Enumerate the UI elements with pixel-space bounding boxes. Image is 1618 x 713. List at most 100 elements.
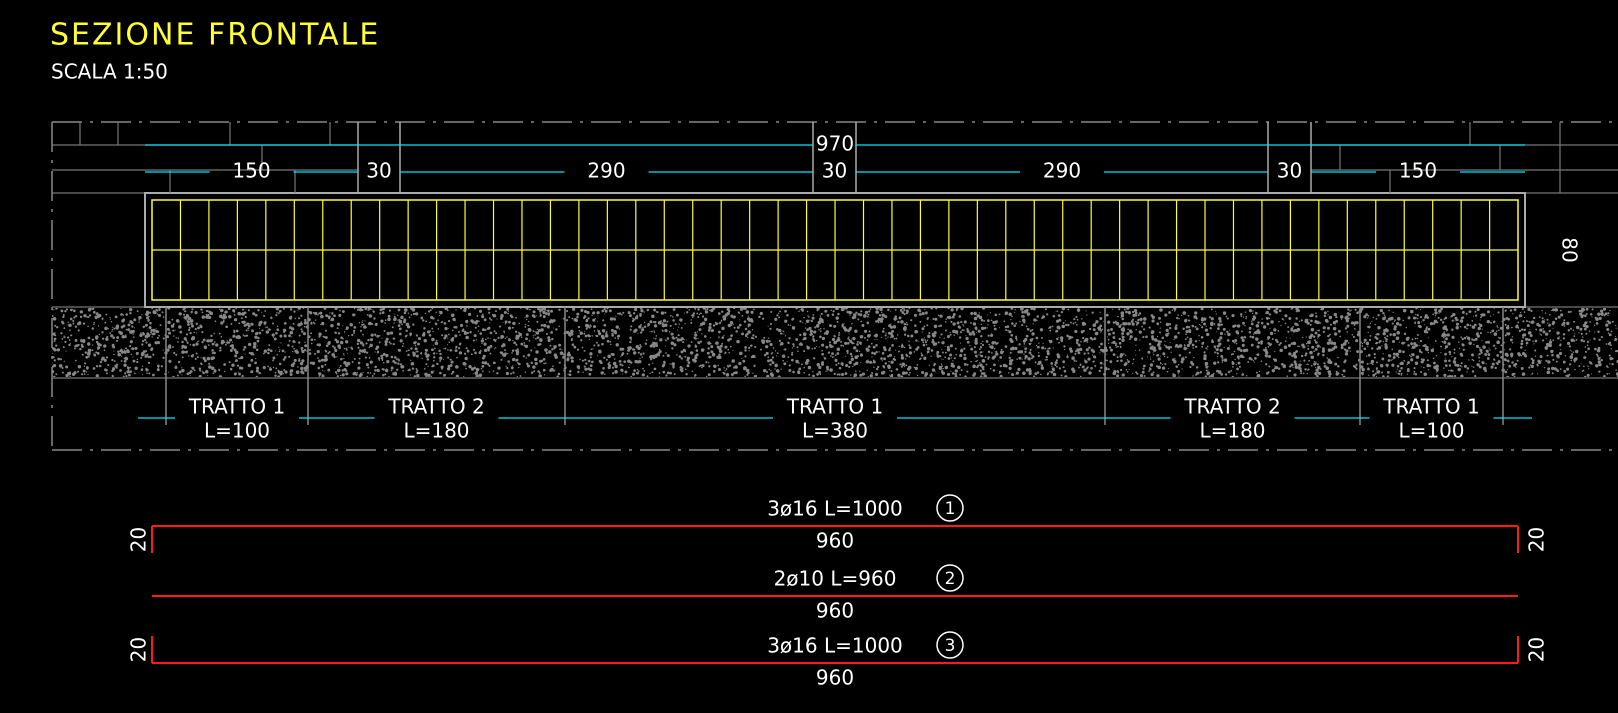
grain bbox=[267, 366, 269, 368]
grain bbox=[1106, 354, 1107, 355]
grain bbox=[1392, 323, 1394, 325]
grain bbox=[1445, 317, 1448, 320]
grain bbox=[1189, 366, 1191, 368]
grain bbox=[705, 310, 708, 313]
grain bbox=[215, 343, 218, 346]
grain bbox=[655, 343, 657, 345]
grain bbox=[403, 319, 406, 322]
grain bbox=[93, 323, 95, 325]
grain bbox=[578, 326, 580, 328]
grain bbox=[1507, 318, 1510, 321]
grain bbox=[779, 340, 781, 342]
grain bbox=[942, 368, 943, 369]
grain bbox=[134, 327, 135, 328]
grain bbox=[344, 331, 345, 332]
grain bbox=[1330, 338, 1331, 339]
grain bbox=[902, 372, 905, 375]
grain bbox=[824, 332, 826, 334]
grain bbox=[400, 363, 402, 365]
grain bbox=[1428, 369, 1429, 370]
grain bbox=[1332, 347, 1335, 350]
grain bbox=[895, 350, 896, 351]
grain bbox=[368, 322, 371, 325]
grain bbox=[1551, 310, 1552, 311]
grain bbox=[639, 358, 640, 359]
grain bbox=[708, 352, 710, 354]
grain bbox=[1609, 310, 1610, 311]
grain bbox=[201, 341, 203, 343]
grain bbox=[1542, 317, 1544, 319]
grain bbox=[201, 363, 203, 365]
grain bbox=[990, 368, 992, 370]
grain bbox=[391, 370, 393, 372]
grain bbox=[481, 343, 482, 344]
grain bbox=[534, 334, 536, 336]
grain bbox=[132, 356, 133, 357]
grain bbox=[1554, 308, 1558, 312]
grain bbox=[1472, 325, 1476, 329]
grain bbox=[1335, 325, 1336, 326]
grain bbox=[526, 315, 529, 318]
grain bbox=[1223, 311, 1226, 314]
grain bbox=[585, 324, 588, 327]
grain bbox=[963, 325, 964, 326]
grain bbox=[1482, 345, 1485, 348]
grain bbox=[1510, 355, 1513, 358]
grain bbox=[471, 320, 474, 323]
grain bbox=[1537, 373, 1538, 374]
grain bbox=[133, 336, 135, 338]
grain bbox=[885, 332, 886, 333]
grain bbox=[1586, 313, 1588, 315]
grain bbox=[379, 341, 381, 343]
grain bbox=[157, 368, 160, 371]
grain bbox=[1327, 327, 1330, 330]
grain bbox=[121, 319, 124, 322]
grain bbox=[1085, 310, 1086, 311]
grain bbox=[220, 321, 223, 324]
grain bbox=[778, 329, 781, 332]
grain bbox=[1141, 358, 1143, 360]
grain bbox=[678, 334, 680, 336]
grain bbox=[889, 375, 890, 376]
grain bbox=[705, 309, 707, 311]
grain bbox=[951, 357, 952, 358]
grain bbox=[284, 351, 285, 352]
grain bbox=[972, 365, 976, 369]
grain bbox=[769, 328, 771, 330]
grain bbox=[1057, 310, 1058, 311]
grain bbox=[980, 346, 982, 348]
grain bbox=[304, 326, 305, 327]
grain bbox=[881, 337, 882, 338]
grain bbox=[241, 375, 243, 377]
grain bbox=[1118, 308, 1120, 310]
grain bbox=[1215, 311, 1216, 312]
grain bbox=[885, 334, 887, 336]
grain bbox=[1301, 319, 1303, 321]
grain bbox=[630, 337, 632, 339]
grain bbox=[629, 348, 631, 350]
grain bbox=[1547, 360, 1550, 363]
grain bbox=[131, 347, 134, 350]
grain bbox=[1100, 329, 1102, 331]
grain bbox=[1444, 334, 1447, 337]
grain bbox=[1385, 338, 1387, 340]
grain bbox=[1372, 374, 1375, 377]
grain bbox=[1087, 358, 1090, 361]
grain bbox=[1422, 319, 1424, 321]
grain bbox=[1417, 338, 1418, 339]
grain bbox=[904, 366, 905, 367]
grain bbox=[177, 375, 179, 377]
grain bbox=[1017, 350, 1020, 353]
grain bbox=[467, 350, 470, 353]
grain bbox=[697, 331, 698, 332]
grain bbox=[1045, 359, 1046, 360]
grain bbox=[953, 334, 955, 336]
grain bbox=[688, 361, 691, 364]
grain bbox=[195, 358, 197, 360]
grain bbox=[748, 347, 750, 349]
grain bbox=[1479, 323, 1481, 325]
grain bbox=[663, 361, 665, 363]
grain bbox=[630, 329, 632, 331]
grain bbox=[1239, 366, 1241, 368]
grain bbox=[798, 367, 801, 370]
